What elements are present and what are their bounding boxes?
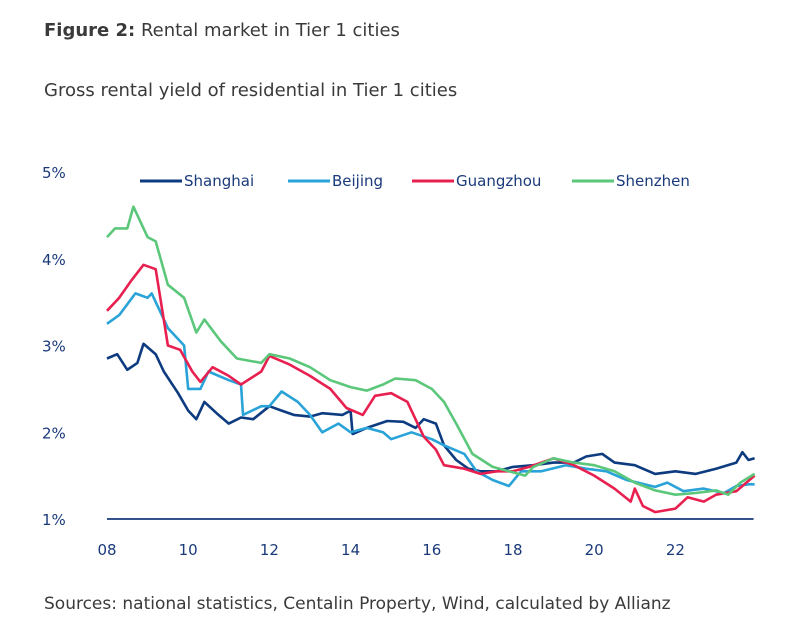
figure-title-text: Rental market in Tier 1 cities <box>140 20 400 41</box>
series-line-beijing <box>106 292 755 495</box>
legend-label-shanghai: Shanghai <box>184 172 254 190</box>
y-tick-label: 2% <box>42 424 66 442</box>
y-tick-label: 1% <box>42 511 66 529</box>
x-tick-label: 22 <box>666 541 685 559</box>
y-tick-label: 3% <box>42 338 66 356</box>
y-tick-label: 4% <box>42 251 66 269</box>
x-tick-label: 14 <box>341 541 360 559</box>
x-tick-label: 10 <box>179 541 198 559</box>
x-tick-label: 20 <box>585 541 604 559</box>
series-line-guangzhou <box>106 263 756 514</box>
figure-label: Figure 2: <box>44 20 136 41</box>
series-line-shenzhen <box>106 205 756 496</box>
x-tick-label: 18 <box>503 541 522 559</box>
legend-label-guangzhou: Guangzhou <box>456 172 541 190</box>
x-tick-label: 12 <box>260 541 279 559</box>
chart-subtitle: Gross rental yield of residential in Tie… <box>44 80 458 101</box>
legend-label-shenzhen: Shenzhen <box>616 172 690 190</box>
y-tick-label: 5% <box>42 164 66 182</box>
x-tick-label: 16 <box>422 541 441 559</box>
legend-label-beijing: Beijing <box>332 172 383 190</box>
series-line-shanghai <box>106 342 755 476</box>
figure-title: Figure 2: Rental market in Tier 1 cities <box>44 20 400 41</box>
line-chart: 1% 2% 3% 4% 5% 08 10 12 14 16 18 20 22 Shanghai Beijin… <box>42 164 756 559</box>
x-tick-label: 08 <box>97 541 116 559</box>
source-note: Sources: national statistics, Centalin P… <box>44 594 671 614</box>
